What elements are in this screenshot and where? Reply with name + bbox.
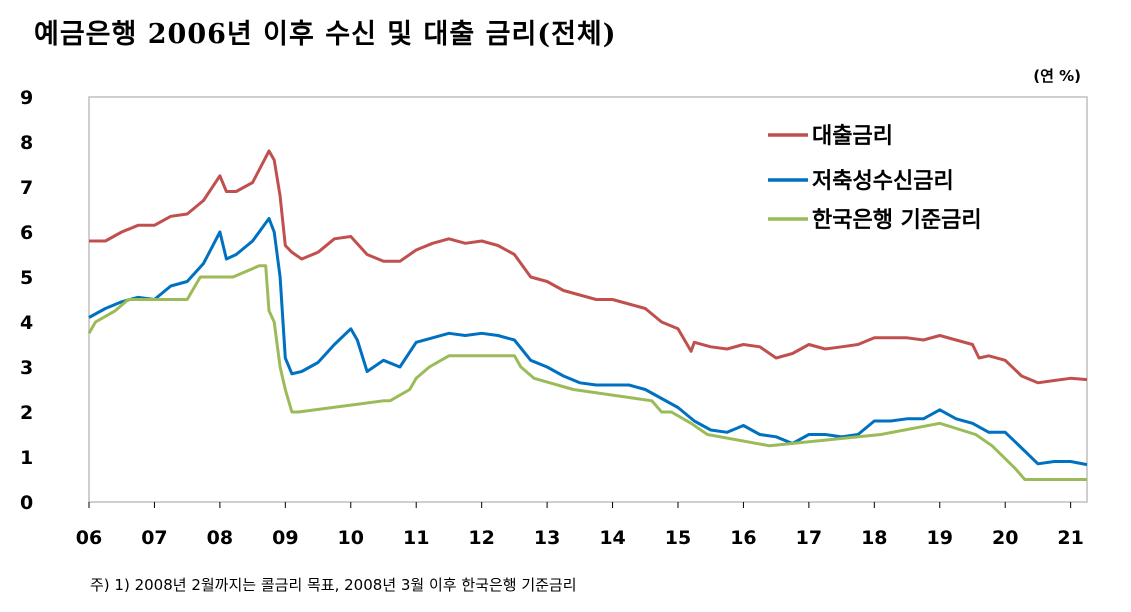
y-tick-label: 8	[20, 132, 33, 154]
y-tick-label: 3	[20, 357, 33, 379]
x-tick-label: 07	[141, 527, 167, 549]
x-tick-label: 20	[992, 527, 1018, 549]
x-tick-label: 06	[76, 527, 102, 549]
y-tick-label: 1	[20, 447, 33, 469]
x-tick-label: 11	[403, 527, 429, 549]
series-line-2	[88, 217, 1088, 467]
legend-label-2: 저축성수신금리	[812, 169, 954, 194]
x-tick-label: 19	[927, 527, 953, 549]
x-tick-label: 12	[468, 527, 494, 549]
legend-label-3: 한국은행 기준금리	[812, 208, 982, 233]
unit-label: (연 %)	[1033, 67, 1081, 85]
y-tick-label: 6	[20, 222, 33, 244]
y-tick-label: 9	[20, 87, 33, 109]
x-tick-label: 14	[599, 527, 625, 549]
y-tick-label: 2	[20, 402, 33, 424]
x-tick-label: 21	[1057, 527, 1083, 549]
x-tick-label: 13	[534, 527, 560, 549]
legend-label-1: 대출금리	[812, 124, 893, 149]
x-tick-label: 10	[338, 527, 364, 549]
y-tick-label: 4	[20, 312, 33, 334]
x-tick-label: 18	[861, 527, 887, 549]
y-tick-label: 0	[20, 492, 33, 514]
series-line-1	[89, 149, 1088, 385]
x-tick-label: 15	[665, 527, 691, 549]
x-tick-label: 08	[207, 527, 233, 549]
y-tick-label: 7	[20, 177, 33, 199]
x-tick-label: 09	[272, 527, 298, 549]
plot-area	[88, 96, 1088, 503]
x-tick-label: 17	[796, 527, 822, 549]
series-line-3	[87, 264, 1087, 481]
footnote: 주) 1) 2008년 2월까지는 콜금리 목표, 2008년 3월 이후 한국…	[90, 576, 577, 594]
chart-title: 예금은행 2006년 이후 수신 및 대출 금리(전체)	[34, 19, 617, 50]
x-tick-label: 16	[730, 527, 756, 549]
y-tick-label: 5	[20, 267, 33, 289]
